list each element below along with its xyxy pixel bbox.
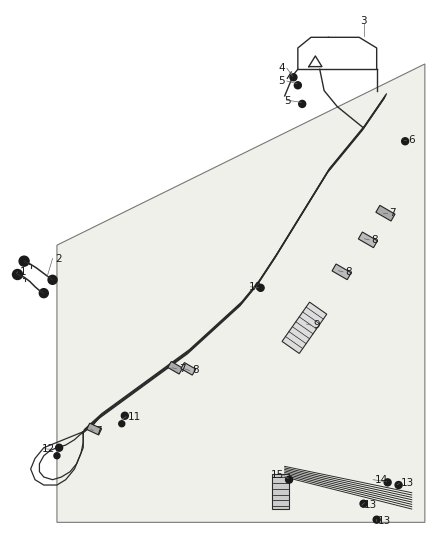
Text: 13: 13 <box>401 479 414 488</box>
FancyBboxPatch shape <box>332 264 351 280</box>
Circle shape <box>402 138 409 145</box>
Text: 7: 7 <box>179 364 185 374</box>
Text: 8: 8 <box>345 267 352 277</box>
Text: 10: 10 <box>248 282 261 292</box>
Text: 3: 3 <box>360 17 367 26</box>
Circle shape <box>19 256 29 266</box>
Circle shape <box>286 476 293 483</box>
Polygon shape <box>57 64 425 522</box>
Text: 15: 15 <box>271 471 284 480</box>
FancyBboxPatch shape <box>282 302 327 353</box>
Text: 1: 1 <box>20 267 26 277</box>
Circle shape <box>39 289 48 297</box>
Circle shape <box>119 421 125 427</box>
FancyBboxPatch shape <box>376 205 395 221</box>
Text: 2: 2 <box>55 254 61 263</box>
Circle shape <box>360 500 367 507</box>
Circle shape <box>56 444 63 451</box>
Circle shape <box>373 516 380 523</box>
Text: 7: 7 <box>95 426 102 435</box>
Text: 4: 4 <box>279 63 285 73</box>
Text: 13: 13 <box>378 516 391 526</box>
Circle shape <box>294 82 301 89</box>
Text: 14: 14 <box>375 475 388 484</box>
Circle shape <box>257 284 264 292</box>
FancyBboxPatch shape <box>87 423 102 435</box>
Circle shape <box>121 412 128 419</box>
Circle shape <box>54 453 60 459</box>
Text: 5: 5 <box>279 76 285 86</box>
Circle shape <box>48 276 57 284</box>
Text: 6: 6 <box>408 135 415 144</box>
Text: 8: 8 <box>371 235 378 245</box>
Text: 13: 13 <box>364 500 377 510</box>
Text: 8: 8 <box>192 366 198 375</box>
FancyBboxPatch shape <box>168 361 183 374</box>
Text: 11: 11 <box>128 412 141 422</box>
Circle shape <box>384 479 391 486</box>
Text: 9: 9 <box>313 320 320 330</box>
Circle shape <box>13 270 22 279</box>
Circle shape <box>290 74 297 81</box>
FancyBboxPatch shape <box>181 362 196 375</box>
Circle shape <box>299 100 306 108</box>
Text: 7: 7 <box>389 208 396 218</box>
Circle shape <box>395 481 402 489</box>
Text: 12: 12 <box>42 444 55 454</box>
Bar <box>272 474 289 509</box>
FancyBboxPatch shape <box>358 232 378 248</box>
Text: 5: 5 <box>284 96 290 106</box>
